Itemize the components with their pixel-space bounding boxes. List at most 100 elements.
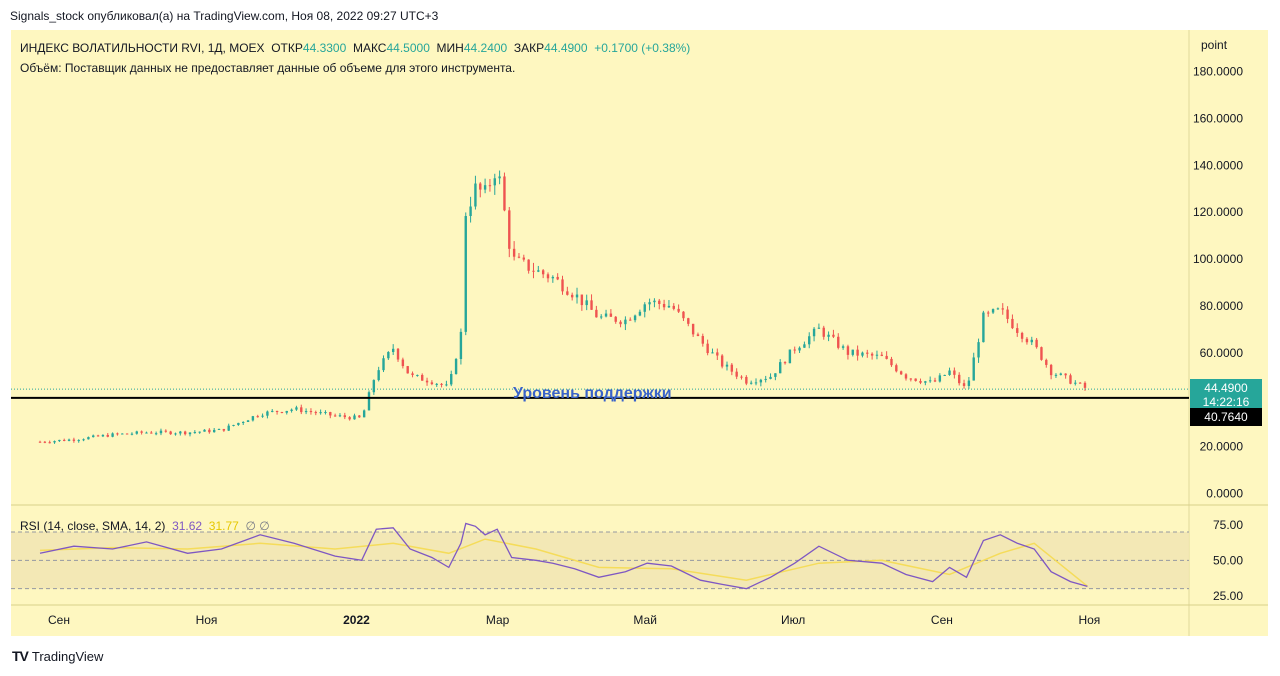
candle-body (67, 439, 71, 441)
rsi-sma-line (39, 538, 1088, 587)
candle-body (1049, 364, 1053, 376)
candle-body (953, 370, 956, 375)
candle-body (212, 429, 216, 433)
candle-body (575, 294, 579, 298)
candle-body (125, 433, 129, 435)
chart-canvas[interactable]: 0.0000 20.0000 60.0000 80.0000 100.0000 120.0… (11, 30, 1268, 636)
footer-brand[interactable]: TV TradingView (12, 648, 103, 664)
candle-body (580, 294, 584, 306)
candle-body (92, 435, 95, 438)
low-value: 44.2400 (463, 41, 508, 55)
candle-body (933, 380, 937, 382)
candle-body (827, 334, 830, 337)
rsi-tick-label: 50.00 (1213, 553, 1243, 567)
candle-body (271, 410, 274, 412)
candle-body (837, 336, 840, 348)
price-tick-label: 120.0000 (1193, 205, 1243, 219)
candle-body (803, 344, 806, 348)
candle-body (314, 412, 317, 414)
candle-body (1020, 332, 1024, 339)
candle-body (658, 300, 661, 304)
price-tick-label: 160.0000 (1193, 112, 1243, 126)
candle-body (716, 352, 719, 356)
candle-body (808, 336, 811, 345)
candle-body (261, 415, 264, 417)
publication-header: Signals_stock опубликовал(а) на TradingV… (10, 9, 439, 23)
candle-body (764, 378, 767, 380)
candle-body (290, 409, 293, 411)
candle-body (121, 433, 124, 435)
candle-body (343, 415, 347, 418)
candle-body (948, 370, 951, 375)
candle-body (150, 432, 153, 434)
candle-body (899, 371, 903, 375)
candle-body (798, 347, 801, 351)
candle-body (600, 316, 603, 318)
candle-body (609, 313, 613, 317)
candle-body (1001, 308, 1004, 310)
candle-body (967, 380, 971, 386)
candle-body (851, 349, 854, 355)
time-tick-label: Мар (486, 613, 510, 627)
candle-body (324, 412, 327, 414)
candle-body (1054, 374, 1058, 376)
candle-body (87, 437, 90, 440)
candle-body (242, 422, 245, 424)
candle-body (154, 433, 158, 435)
price-tick-label: 20.0000 (1200, 439, 1244, 453)
candle-body (643, 304, 646, 312)
candle-body (566, 291, 569, 295)
candle-body (445, 384, 448, 386)
candle-body (725, 364, 729, 367)
close-value: 44.4900 (544, 41, 588, 55)
candle-body (696, 334, 700, 337)
candle-body (304, 411, 308, 413)
candle-body (890, 358, 893, 366)
candle-body (522, 257, 526, 260)
time-tick-label: Май (633, 613, 657, 627)
candle-body (319, 412, 322, 414)
candle-body (561, 279, 564, 292)
chart-frame[interactable]: 0.0000 20.0000 60.0000 80.0000 100.0000 120.0… (11, 30, 1268, 636)
rsi-tick-label: 25.00 (1213, 589, 1243, 603)
candle-body (875, 354, 879, 356)
candle-body (1074, 382, 1077, 384)
candle-body (793, 349, 796, 351)
candle-body (614, 316, 617, 322)
candle-body (421, 374, 424, 381)
candle-body (1035, 339, 1038, 348)
candle-body (711, 352, 714, 354)
candle-body (977, 342, 980, 358)
last-price-value: 44.4900 (1204, 381, 1248, 396)
candle-body (372, 380, 376, 393)
candle-body (237, 422, 240, 425)
candle-body (425, 380, 429, 383)
candle-body (508, 210, 511, 249)
candle-body (111, 433, 114, 437)
candle-body (387, 352, 390, 359)
change-value: +0.1700 (+0.38%) (594, 41, 691, 55)
candle-body (662, 303, 666, 308)
candle-body (885, 355, 888, 359)
candle-body (861, 352, 864, 356)
candle-body (846, 346, 850, 355)
candle-body (217, 428, 221, 430)
candle-body (691, 323, 695, 335)
candle-body (541, 270, 545, 275)
candle-body (232, 424, 235, 426)
candle-body (208, 429, 211, 433)
candle-body (895, 365, 898, 372)
candle-body (774, 373, 777, 377)
candle-body (53, 441, 56, 443)
candle-body (672, 305, 675, 309)
candle-body (812, 328, 816, 337)
candle-body (880, 354, 884, 356)
candle-body (919, 380, 922, 383)
candle-body (43, 441, 47, 443)
candle-body (512, 248, 516, 257)
open-label: ОТКР (271, 41, 303, 55)
candle-body (459, 331, 463, 359)
candle-body (135, 431, 138, 434)
time-tick-label: Сен (48, 613, 70, 627)
symbol-legend: ИНДЕКС ВОЛАТИЛЬНОСТИ RVI, 1Д, MOEX ОТКР4… (20, 41, 690, 55)
